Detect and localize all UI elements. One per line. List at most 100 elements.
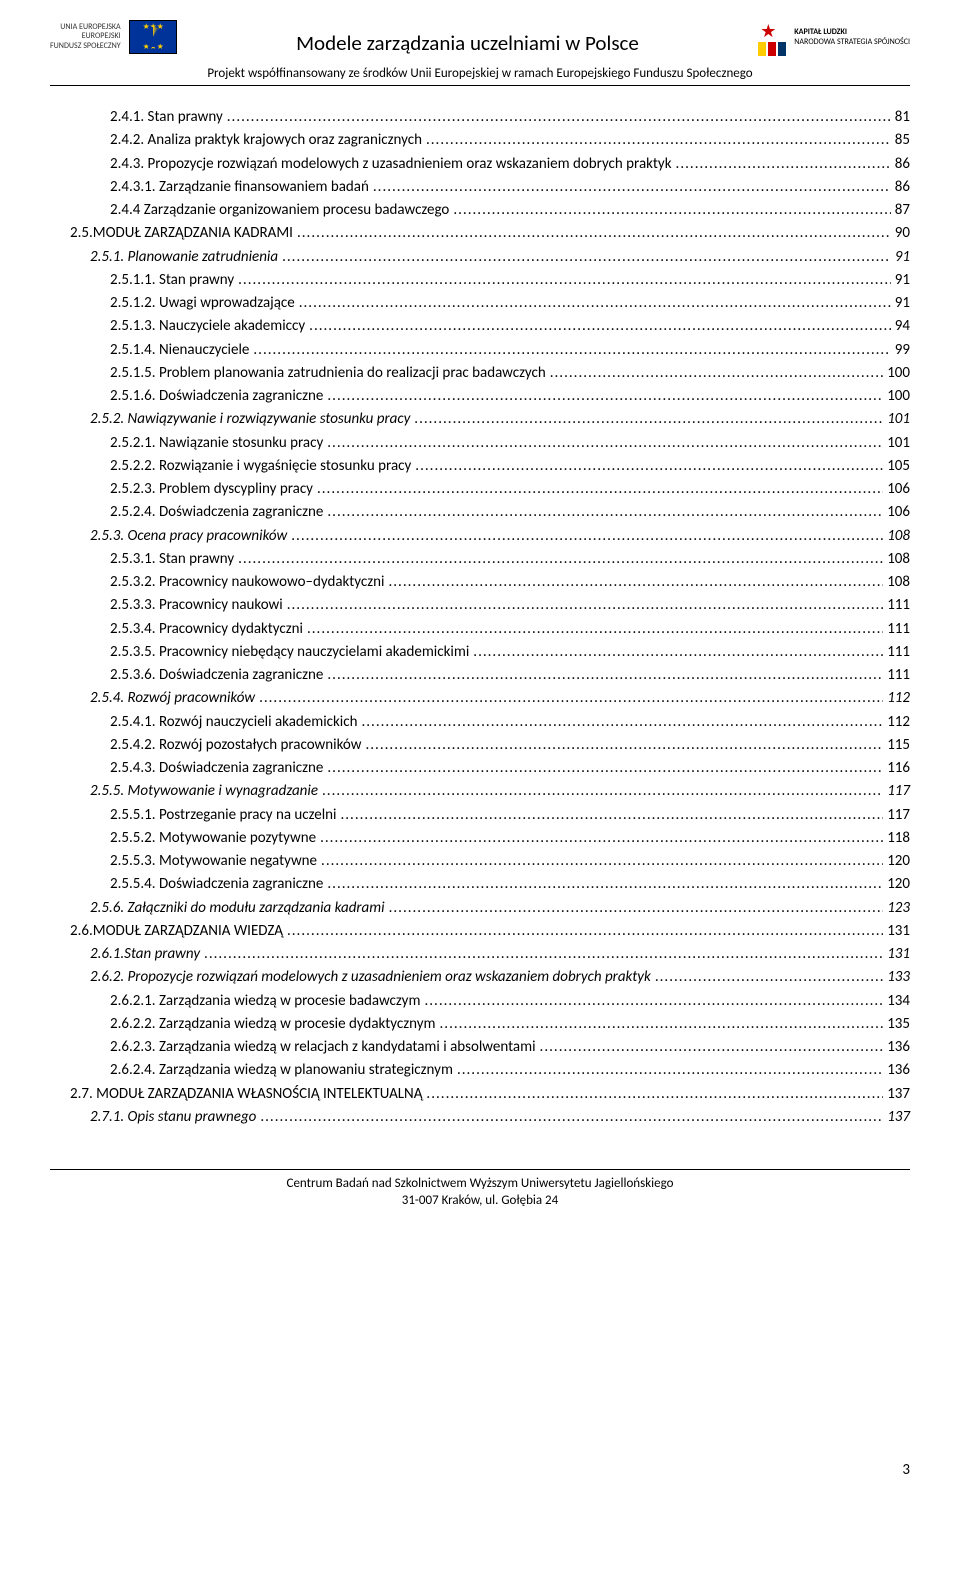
toc-page-number: 134	[887, 990, 910, 1013]
toc-page-number: 120	[887, 850, 910, 873]
toc-label: 2.5.1.5. Problem planowania zatrudnienia…	[110, 362, 546, 385]
toc-page-number: 111	[887, 641, 910, 664]
toc-label: 2.5.2.3. Problem dyscypliny pracy	[110, 478, 313, 501]
toc-row: 2.5.1.3. Nauczyciele akademiccy 94	[50, 315, 910, 338]
toc-page-number: 137	[887, 1106, 910, 1129]
toc-leader-dots	[259, 687, 883, 710]
toc-page-number: 91	[895, 246, 910, 269]
toc-leader-dots	[253, 339, 890, 362]
toc-leader-dots	[297, 222, 891, 245]
toc-page-number: 108	[887, 525, 910, 548]
toc-leader-dots	[309, 315, 891, 338]
toc-label: 2.4.1. Stan prawny	[110, 106, 223, 129]
toc-leader-dots	[365, 734, 883, 757]
toc-row: 2.5.3.3. Pracownicy naukowi 111	[50, 594, 910, 617]
toc-leader-dots	[426, 129, 891, 152]
toc-label: 2.6.2. Propozycje rozwiązań modelowych z…	[90, 966, 651, 989]
toc-row: 2.4.3. Propozycje rozwiązań modelowych z…	[50, 153, 910, 176]
toc-row: 2.6.MODUŁ ZARZĄDZANIA WIEDZĄ 131	[50, 920, 910, 943]
toc-leader-dots	[287, 594, 883, 617]
eu-logo-block: UNIA EUROPEJSKA EUROPEJSKI FUNDUSZ SPOŁE…	[50, 20, 177, 54]
toc-page-number: 100	[887, 362, 910, 385]
toc-label: 2.5.MODUŁ ZARZĄDZANIA KADRAMI	[70, 222, 293, 245]
toc-row: 2.6.2.4. Zarządzania wiedzą w planowaniu…	[50, 1059, 910, 1082]
toc-leader-dots	[291, 525, 883, 548]
toc-leader-dots	[320, 827, 883, 850]
toc-leader-dots	[676, 153, 891, 176]
toc-leader-dots	[473, 641, 883, 664]
toc-label: 2.5.5.3. Motywowanie negatywne	[110, 850, 317, 873]
toc-label: 2.5.1.3. Nauczyciele akademiccy	[110, 315, 305, 338]
toc-label: 2.5.2.1. Nawiązanie stosunku pracy	[110, 432, 323, 455]
toc-label: 2.4.2. Analiza praktyk krajowych oraz za…	[110, 129, 422, 152]
toc-label: 2.4.3. Propozycje rozwiązań modelowych z…	[110, 153, 672, 176]
toc-leader-dots	[227, 106, 891, 129]
toc-leader-dots	[321, 850, 883, 873]
toc-leader-dots	[655, 966, 883, 989]
toc-page-number: 112	[887, 711, 910, 734]
toc-row: 2.5.6. Załączniki do modułu zarządzania …	[50, 897, 910, 920]
toc-page-number: 101	[887, 432, 910, 455]
toc-page-number: 106	[887, 478, 910, 501]
toc-page-number: 117	[887, 780, 910, 803]
eu-label: UNIA EUROPEJSKA EUROPEJSKI FUNDUSZ SPOŁE…	[50, 23, 121, 52]
toc-label: 2.5.4.3. Doświadczenia zagraniczne	[110, 757, 323, 780]
toc-row: 2.6.2.3. Zarządzania wiedzą w relacjach …	[50, 1036, 910, 1059]
toc-page-number: 108	[887, 571, 910, 594]
toc-page-number: 99	[895, 339, 910, 362]
toc-row: 2.5.4.1. Rozwój nauczycieli akademickich…	[50, 711, 910, 734]
toc-label: 2.6.2.3. Zarządzania wiedzą w relacjach …	[110, 1036, 536, 1059]
toc-page-number: 118	[887, 827, 910, 850]
toc-row: 2.4.4 Zarządzanie organizowaniem procesu…	[50, 199, 910, 222]
toc-leader-dots	[388, 571, 883, 594]
toc-leader-dots	[453, 199, 890, 222]
toc-label: 2.5.4. Rozwój pracowników	[90, 687, 255, 710]
toc-label: 2.5.5.2. Motywowanie pozytywne	[110, 827, 316, 850]
toc-label: 2.6.2.4. Zarządzania wiedzą w planowaniu…	[110, 1059, 453, 1082]
eu-flag-icon: ★ ★ ★★ ★★ ★ ★	[129, 20, 177, 54]
toc-leader-dots	[327, 501, 883, 524]
toc-row: 2.5.2. Nawiązywanie i rozwiązywanie stos…	[50, 408, 910, 431]
toc-page-number: 106	[887, 501, 910, 524]
toc-leader-dots	[426, 1083, 883, 1106]
kapital-icon: ★	[758, 20, 788, 56]
toc-page-number: 91	[895, 292, 910, 315]
header-divider	[50, 85, 910, 86]
toc-row: 2.5.3. Ocena pracy pracowników 108	[50, 525, 910, 548]
toc-label: 2.5.1. Planowanie zatrudnienia	[90, 246, 278, 269]
toc-page-number: 111	[887, 618, 910, 641]
toc-page-number: 101	[887, 408, 910, 431]
toc-page-number: 136	[887, 1059, 910, 1082]
toc-page-number: 94	[895, 315, 910, 338]
toc-label: 2.5.1.2. Uwagi wprowadzające	[110, 292, 295, 315]
toc-row: 2.4.1. Stan prawny 81	[50, 106, 910, 129]
toc-label: 2.5.1.4. Nienauczyciele	[110, 339, 249, 362]
toc-page-number: 135	[887, 1013, 910, 1036]
toc-page-number: 136	[887, 1036, 910, 1059]
toc-page-number: 108	[887, 548, 910, 571]
toc-row: 2.5.MODUŁ ZARZĄDZANIA KADRAMI 90	[50, 222, 910, 245]
toc-row: 2.5.3.1. Stan prawny 108	[50, 548, 910, 571]
toc-row: 2.5.1.4. Nienauczyciele 99	[50, 339, 910, 362]
toc-leader-dots	[327, 385, 883, 408]
toc-row: 2.4.2. Analiza praktyk krajowych oraz za…	[50, 129, 910, 152]
toc-leader-dots	[415, 455, 883, 478]
toc-leader-dots	[327, 873, 883, 896]
toc-label: 2.4.3.1. Zarządzanie finansowaniem badań	[110, 176, 369, 199]
toc-row: 2.7.1. Opis stanu prawnego 137	[50, 1106, 910, 1129]
footer-line2: 31-007 Kraków, ul. Gołębia 24	[50, 1193, 910, 1210]
toc-row: 2.5.1.2. Uwagi wprowadzające 91	[50, 292, 910, 315]
toc-row: 2.5.3.6. Doświadczenia zagraniczne 111	[50, 664, 910, 687]
toc-label: 2.7. MODUŁ ZARZĄDZANIA WŁASNOŚCIĄ INTELE…	[70, 1083, 422, 1106]
toc-row: 2.5.2.3. Problem dyscypliny pracy 106	[50, 478, 910, 501]
toc-page-number: 90	[895, 222, 910, 245]
toc-leader-dots	[327, 664, 883, 687]
toc-page-number: 123	[887, 897, 910, 920]
toc-label: 2.5.4.2. Rozwój pozostałych pracowników	[110, 734, 361, 757]
toc-leader-dots	[440, 1013, 884, 1036]
toc-leader-dots	[361, 711, 883, 734]
page-footer: Centrum Badań nad Szkolnictwem Wyższym U…	[50, 1176, 910, 1210]
footer-divider	[50, 1169, 910, 1170]
toc-page-number: 105	[887, 455, 910, 478]
toc-row: 2.5.2.1. Nawiązanie stosunku pracy 101	[50, 432, 910, 455]
